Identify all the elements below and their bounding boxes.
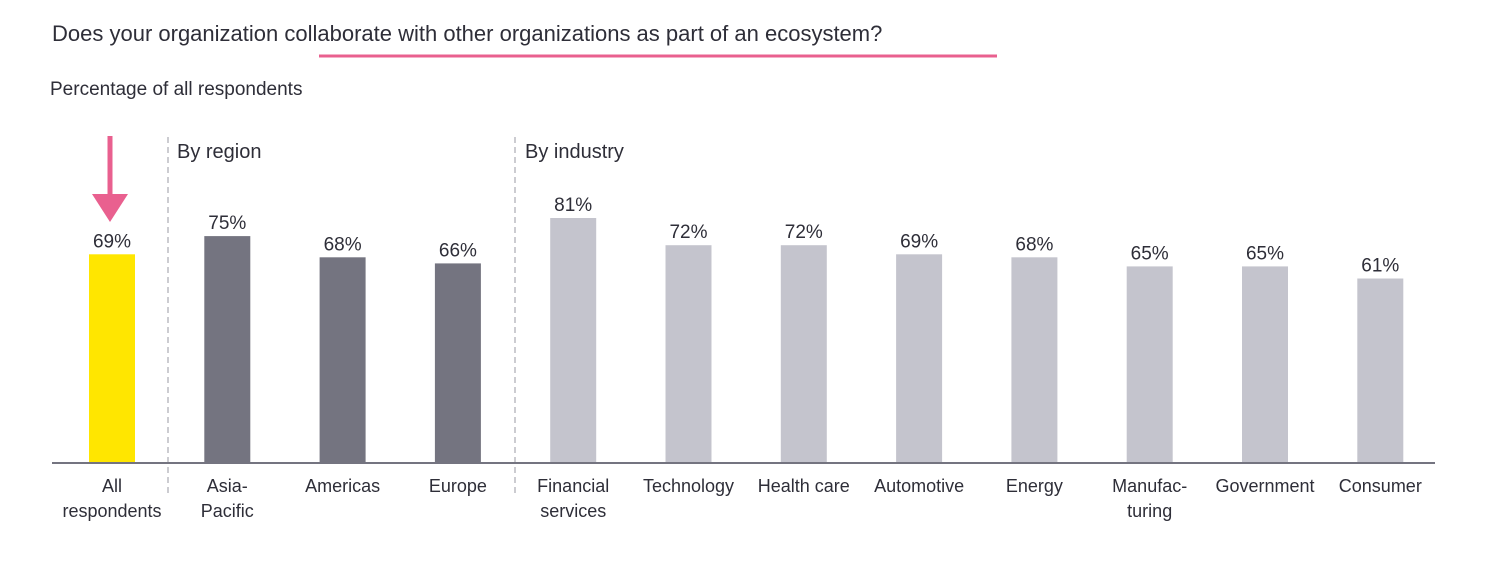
category-label: All <box>102 476 122 496</box>
bar <box>1126 266 1173 463</box>
bar-value-label: 81% <box>554 195 592 216</box>
bar-value-label: 65% <box>1246 243 1284 264</box>
category-label: Consumer <box>1339 476 1422 496</box>
category-label: Automotive <box>874 476 964 496</box>
chart-subtitle: Percentage of all respondents <box>50 79 302 100</box>
category-label: Europe <box>429 476 487 496</box>
category-label: Pacific <box>201 501 254 521</box>
bar <box>896 254 943 463</box>
bar <box>550 218 597 463</box>
bar <box>204 236 251 463</box>
bar-value-label: 69% <box>93 231 131 252</box>
bar-value-label: 68% <box>324 234 362 255</box>
bar-value-label: 66% <box>439 240 477 261</box>
category-label: Government <box>1215 476 1314 496</box>
bar <box>1242 266 1288 463</box>
category-label: turing <box>1127 501 1172 521</box>
category-label: Health care <box>758 476 850 496</box>
group-label-region: By region <box>177 141 262 163</box>
group-label-industry: By industry <box>525 141 624 163</box>
category-label: respondents <box>62 501 161 521</box>
bar-value-label: 68% <box>1015 234 1053 255</box>
category-label: Manufac- <box>1112 476 1187 496</box>
bar <box>665 245 712 463</box>
bar <box>319 257 366 463</box>
bar <box>89 254 135 463</box>
category-label: Financial <box>537 476 609 496</box>
bar-value-label: 69% <box>900 231 938 252</box>
bar <box>1011 257 1058 463</box>
category-label: Energy <box>1006 476 1063 496</box>
bar-value-label: 72% <box>669 222 707 243</box>
category-label: Technology <box>643 476 734 496</box>
bar-value-label: 65% <box>1131 243 1169 264</box>
category-label: Americas <box>305 476 380 496</box>
bar-value-label: 72% <box>785 222 823 243</box>
bar <box>434 263 481 464</box>
down-arrow-icon <box>92 136 128 222</box>
bar-series: 69% All respondents 75% Asia- Pacific 68% Ameri… <box>62 195 1421 521</box>
category-label: Asia- <box>207 476 248 496</box>
chart-title: Does your organization collaborate with … <box>52 21 882 46</box>
category-label: services <box>540 501 606 521</box>
bar-value-label: 61% <box>1361 256 1399 277</box>
bar <box>780 245 827 463</box>
bar-value-label: 75% <box>208 213 246 234</box>
bar <box>1357 278 1404 463</box>
